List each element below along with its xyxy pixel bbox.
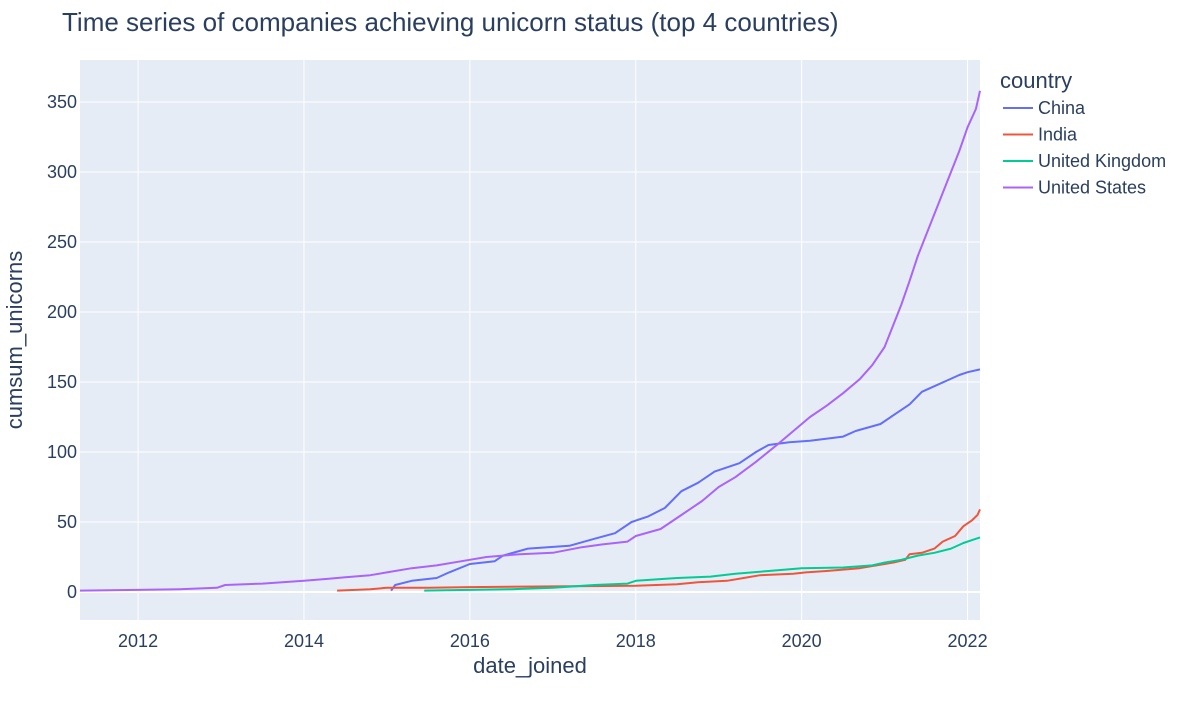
x-tick-label: 2020 [782, 631, 822, 651]
legend-title: country [1000, 68, 1072, 93]
legend: country China India United Kingdom United S… [1000, 68, 1166, 198]
x-tick-label: 2018 [616, 631, 656, 651]
series-line-china [390, 368, 981, 592]
series-line-united-states [79, 90, 981, 592]
y-axis-ticks: 0 50 100 150 200 250 300 350 [47, 92, 77, 602]
legend-item-united-states[interactable]: United States [1038, 178, 1146, 198]
chart-title: Time series of companies achieving unico… [62, 7, 839, 37]
y-tick-label: 100 [47, 442, 77, 462]
y-tick-label: 200 [47, 302, 77, 322]
y-tick-label: 250 [47, 232, 77, 252]
series-lines [79, 90, 981, 592]
series-line-india [337, 508, 981, 592]
x-tick-label: 2012 [118, 631, 158, 651]
y-tick-label: 50 [57, 512, 77, 532]
y-tick-label: 150 [47, 372, 77, 392]
series-line-united-kingdom [424, 536, 981, 592]
x-axis-title: date_joined [473, 653, 587, 678]
y-tick-label: 350 [47, 92, 77, 112]
x-tick-label: 2022 [948, 631, 988, 651]
legend-item-india[interactable]: India [1038, 125, 1078, 145]
legend-item-china[interactable]: China [1038, 98, 1086, 118]
y-axis-title: cumsum_unicorns [2, 251, 27, 430]
y-tick-label: 0 [67, 582, 77, 602]
y-tick-label: 300 [47, 162, 77, 182]
gridlines [80, 60, 980, 620]
x-axis-ticks: 2012 2014 2016 2018 2020 2022 [118, 631, 988, 651]
legend-item-united-kingdom[interactable]: United Kingdom [1038, 151, 1166, 171]
x-tick-label: 2014 [284, 631, 324, 651]
plot-area [80, 60, 980, 620]
x-tick-label: 2016 [450, 631, 490, 651]
